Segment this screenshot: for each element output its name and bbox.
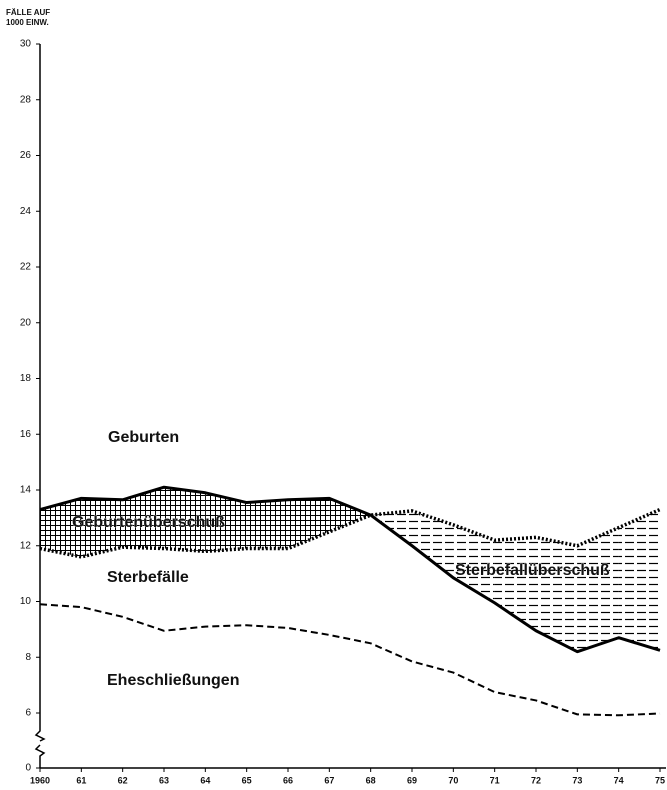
- x-tick-label: 62: [118, 775, 128, 785]
- annotation: Sterbefallüberschuß: [455, 562, 610, 579]
- series-label: Geburten: [108, 429, 179, 446]
- y-tick-label: 28: [20, 94, 32, 105]
- y-tick-label: 20: [20, 317, 32, 328]
- y-tick-label: 26: [20, 150, 32, 161]
- x-tick-label: 69: [407, 775, 417, 785]
- y-tick-label: 14: [20, 485, 32, 496]
- x-tick-label: 64: [200, 775, 210, 785]
- x-tick-label: 70: [448, 775, 458, 785]
- series-line: [39, 603, 661, 717]
- x-tick-label: 65: [242, 775, 252, 785]
- y-axis-label: 1000 EINW.: [6, 18, 49, 27]
- surplus-area: [164, 487, 206, 552]
- y-tick-label: 0: [25, 763, 31, 774]
- x-tick-label: 74: [614, 775, 624, 785]
- y-tick-label: 8: [25, 652, 31, 663]
- y-tick-label: 16: [20, 429, 32, 440]
- x-tick-label: 1960: [30, 775, 50, 785]
- y-tick-label: 22: [20, 262, 32, 273]
- x-tick-label: 75: [655, 775, 665, 785]
- y-tick-label: 12: [20, 540, 32, 551]
- y-axis: [34, 744, 46, 768]
- surplus-area: [577, 527, 619, 652]
- surplus-area: [329, 498, 371, 532]
- surplus-area: [122, 487, 164, 549]
- annotation: Geburtenüberschuß: [72, 514, 225, 531]
- x-tick-label: 68: [366, 775, 376, 785]
- x-tick-label: 61: [76, 775, 86, 785]
- surplus-area: [494, 537, 536, 631]
- series-label: Eheschließungen: [107, 672, 239, 689]
- x-tick-label: 66: [283, 775, 293, 785]
- series-line: [39, 507, 661, 559]
- surplus-area: [536, 537, 578, 652]
- x-tick-label: 63: [159, 775, 169, 785]
- surplus-area: [246, 499, 288, 549]
- y-tick-label: 10: [20, 596, 32, 607]
- x-tick-label: 71: [490, 775, 500, 785]
- series-line: [39, 485, 661, 654]
- y-axis-label: FÄLLE AUF: [6, 8, 50, 17]
- surplus-area: [205, 492, 247, 552]
- series-label: Sterbefälle: [107, 569, 189, 586]
- y-tick-label: 18: [20, 373, 32, 384]
- y-tick-label: 24: [20, 206, 32, 217]
- y-tick-label: 30: [20, 39, 32, 50]
- surplus-area: [412, 510, 454, 578]
- y-tick-label: 6: [25, 708, 31, 719]
- surplus-area: [81, 498, 123, 557]
- y-axis: [34, 44, 46, 742]
- surplus-area: [288, 498, 330, 549]
- x-tick-label: 72: [531, 775, 541, 785]
- surplus-area: [40, 498, 82, 557]
- x-tick-label: 73: [572, 775, 582, 785]
- surplus-area: [618, 509, 660, 651]
- x-tick-label: 67: [324, 775, 334, 785]
